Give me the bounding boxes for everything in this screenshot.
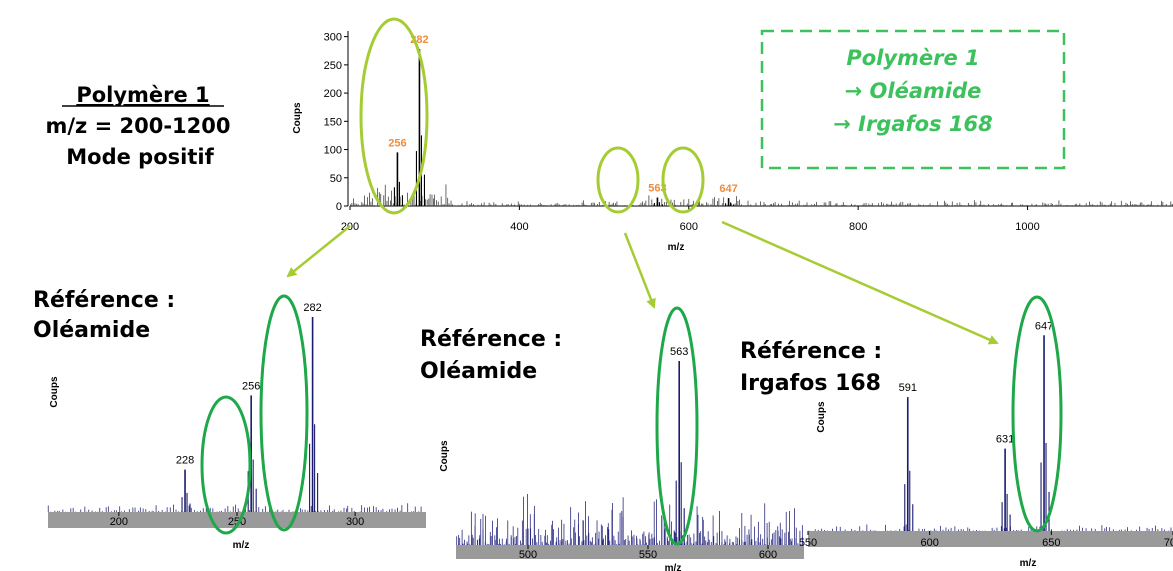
x-tick-label: 400: [510, 221, 528, 233]
ref-b-line1: Référence :: [420, 327, 562, 352]
y-axis-label: Coups: [292, 102, 303, 134]
ref-a-line2: Oléamide: [33, 318, 150, 343]
polymer-title: Polymère 1: [76, 83, 209, 107]
x-tick-label: 800: [849, 221, 867, 233]
x-tick-label: 500: [519, 549, 537, 561]
x-axis-band: [48, 512, 426, 528]
x-tick-label: 550: [639, 549, 657, 561]
ref-a-line1: Référence :: [33, 288, 175, 313]
peak-label: 256: [242, 380, 260, 392]
x-tick-label: 600: [759, 549, 777, 561]
highlight-563-ref: [655, 306, 699, 546]
x-axis-label: m/z: [233, 540, 250, 551]
x-tick-label: 600: [680, 221, 698, 233]
mz-range-text: m/z = 200-1200: [46, 114, 231, 138]
y-tick-label: 250: [324, 60, 342, 72]
peak-label: 647: [719, 183, 737, 195]
highlight-647-main: [661, 146, 705, 214]
x-tick-label: 1000: [1015, 221, 1039, 233]
x-axis-band: [456, 545, 804, 559]
result-line-2: → Oléamide: [845, 79, 982, 103]
x-tick-label: 650: [1042, 537, 1060, 549]
result-line-1: Polymère 1: [846, 46, 979, 70]
x-tick-label: 550: [799, 537, 817, 549]
x-axis-label: m/z: [668, 242, 685, 253]
y-tick-label: 100: [324, 145, 342, 157]
highlight-647-ref: [1011, 295, 1063, 533]
peak-label: 647: [1035, 320, 1053, 332]
highlight-282-ref: [259, 294, 309, 532]
x-tick-label: 200: [110, 516, 128, 528]
y-axis-label: Coups: [49, 376, 60, 408]
y-tick-label: 200: [324, 88, 342, 100]
arrow-to-ref-c: [721, 220, 999, 345]
result-line-3: → Irgafos 168: [833, 112, 993, 136]
x-axis-band: [808, 531, 1173, 547]
result-box: [760, 29, 1066, 170]
x-axis-label: m/z: [1020, 558, 1037, 569]
x-tick-label: 300: [346, 516, 364, 528]
arrow-to-ref-b: [623, 232, 656, 309]
peak-label: 591: [899, 382, 917, 394]
x-axis-label: m/z: [665, 563, 682, 571]
ref-c-line2: Irgafos 168: [740, 371, 881, 396]
y-tick-label: 50: [330, 173, 342, 185]
reference-spectrum-oleamide-b: 563 500 550 600 m/z Coups: [439, 346, 805, 571]
arrow-to-ref-a: [286, 225, 351, 278]
mode-text: Mode positif: [66, 145, 214, 169]
y-tick-label: 0: [336, 201, 342, 213]
peak-label: 256: [388, 137, 406, 149]
ref-c-line1: Référence :: [740, 339, 882, 364]
reference-spectrum-irgafos: 591 631 647 550 600 650 700 m/z Coups: [799, 320, 1173, 569]
y-tick-label: 150: [324, 116, 342, 128]
y-axis-label: Coups: [816, 401, 827, 433]
highlight-256-ref: [200, 395, 252, 535]
x-tick-label: 600: [920, 537, 938, 549]
x-tick-label: 700: [1164, 537, 1173, 549]
highlight-563-main: [596, 146, 640, 214]
highlight-282-main: [359, 17, 429, 215]
peak-label: 228: [176, 455, 194, 467]
peak-label: 563: [670, 346, 688, 358]
peak-label: 282: [303, 302, 321, 314]
peak-label: 631: [996, 434, 1014, 446]
ref-b-line2: Oléamide: [420, 359, 537, 384]
y-tick-label: 300: [324, 32, 342, 44]
y-axis-label: Coups: [439, 440, 450, 472]
